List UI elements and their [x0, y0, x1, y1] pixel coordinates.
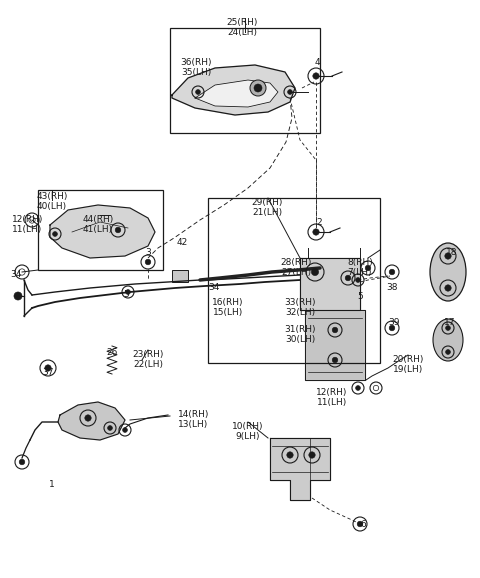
- Circle shape: [313, 73, 319, 79]
- Circle shape: [332, 357, 338, 363]
- Text: 6: 6: [360, 520, 366, 529]
- Circle shape: [115, 227, 121, 233]
- Circle shape: [14, 292, 22, 300]
- Text: 3: 3: [145, 248, 151, 257]
- Bar: [170, 28, 320, 133]
- Ellipse shape: [433, 319, 463, 361]
- Circle shape: [313, 229, 319, 235]
- Text: 43(RH)
40(LH): 43(RH) 40(LH): [36, 192, 68, 212]
- Circle shape: [288, 90, 292, 94]
- Circle shape: [357, 521, 363, 527]
- Circle shape: [122, 428, 127, 432]
- Polygon shape: [58, 402, 125, 440]
- Text: 38: 38: [386, 283, 397, 292]
- Polygon shape: [305, 310, 365, 380]
- Circle shape: [445, 350, 450, 354]
- Circle shape: [356, 277, 360, 283]
- Text: 4: 4: [315, 58, 321, 67]
- Text: 26: 26: [106, 348, 118, 357]
- Circle shape: [19, 459, 25, 465]
- Circle shape: [445, 325, 450, 331]
- Circle shape: [356, 386, 360, 390]
- Text: 5: 5: [123, 290, 129, 299]
- Circle shape: [53, 232, 58, 236]
- Text: 31(RH)
30(LH): 31(RH) 30(LH): [284, 325, 316, 344]
- Circle shape: [45, 365, 51, 371]
- Text: 12(RH)
11(LH): 12(RH) 11(LH): [316, 388, 348, 407]
- Text: 28(RH)
27(LH): 28(RH) 27(LH): [280, 258, 312, 277]
- Circle shape: [309, 452, 315, 458]
- Text: 23(RH)
22(LH): 23(RH) 22(LH): [132, 350, 164, 369]
- Circle shape: [445, 253, 451, 259]
- Circle shape: [85, 415, 91, 421]
- Text: 1: 1: [49, 480, 55, 489]
- Text: 8(RH)
7(LH): 8(RH) 7(LH): [347, 258, 373, 277]
- Circle shape: [445, 285, 451, 291]
- Polygon shape: [195, 80, 278, 107]
- Text: 34: 34: [208, 283, 220, 292]
- Text: 33(RH)
32(LH): 33(RH) 32(LH): [284, 298, 316, 317]
- Text: 18: 18: [446, 248, 458, 257]
- Bar: [172, 270, 188, 282]
- Text: 44(RH)
41(LH): 44(RH) 41(LH): [83, 215, 114, 235]
- Text: 39: 39: [388, 318, 399, 327]
- Text: 36(RH)
35(LH): 36(RH) 35(LH): [180, 58, 212, 77]
- Text: 2: 2: [316, 218, 322, 227]
- Polygon shape: [172, 65, 295, 115]
- Text: 16(RH)
15(LH): 16(RH) 15(LH): [212, 298, 244, 317]
- Circle shape: [196, 90, 201, 94]
- Circle shape: [126, 290, 131, 294]
- Polygon shape: [270, 438, 330, 500]
- Text: 29(RH)
21(LH): 29(RH) 21(LH): [252, 198, 283, 217]
- Circle shape: [250, 80, 266, 96]
- Text: 34: 34: [10, 270, 22, 279]
- Circle shape: [389, 269, 395, 275]
- Polygon shape: [50, 205, 155, 258]
- Text: 17: 17: [444, 318, 456, 327]
- Circle shape: [254, 84, 262, 92]
- Circle shape: [287, 452, 293, 458]
- Text: 20(RH)
19(LH): 20(RH) 19(LH): [392, 355, 424, 375]
- Text: 12(RH)
11(LH): 12(RH) 11(LH): [12, 215, 43, 235]
- Text: 42: 42: [176, 238, 188, 247]
- Circle shape: [365, 265, 371, 271]
- Bar: [208, 198, 380, 363]
- Circle shape: [389, 325, 395, 331]
- Bar: [38, 190, 163, 270]
- Text: 14(RH)
13(LH): 14(RH) 13(LH): [178, 410, 209, 429]
- Circle shape: [332, 327, 338, 333]
- Circle shape: [345, 275, 351, 281]
- Polygon shape: [300, 258, 360, 310]
- Text: 25(RH)
24(LH): 25(RH) 24(LH): [226, 18, 258, 38]
- Circle shape: [145, 259, 151, 265]
- Text: 37: 37: [42, 368, 54, 377]
- Ellipse shape: [430, 243, 466, 301]
- Circle shape: [108, 425, 112, 431]
- Circle shape: [312, 268, 319, 276]
- Text: 5: 5: [357, 292, 363, 301]
- Text: 10(RH)
9(LH): 10(RH) 9(LH): [232, 422, 264, 442]
